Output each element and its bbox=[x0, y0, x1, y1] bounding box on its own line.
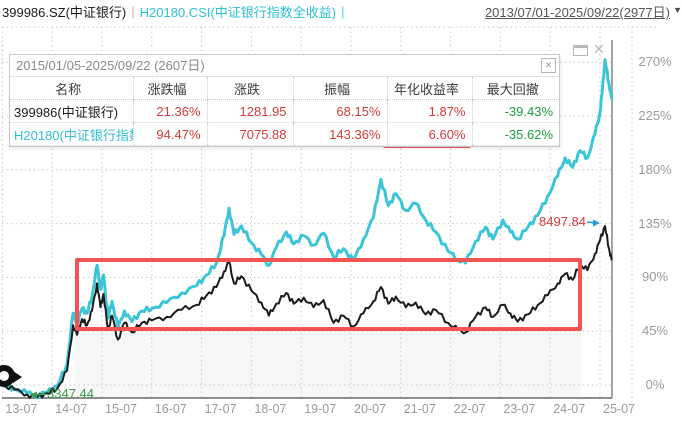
chevron-down-icon[interactable]: ▼ bbox=[673, 5, 682, 15]
chart-legend: 399986.SZ(中证银行) | H20180.CSI(中证银行指数全收益) … bbox=[2, 2, 350, 20]
stat-value: 7075.88 bbox=[206, 122, 293, 146]
stats-col-header: 振幅 bbox=[292, 77, 387, 100]
stats-col-header: 最大回撤 bbox=[471, 77, 559, 100]
x-tick-label: 17-07 bbox=[204, 402, 237, 416]
stat-value: 21.36% bbox=[132, 99, 207, 123]
stats-col-header: 涨跌 bbox=[206, 77, 293, 100]
x-tick-label: 19-07 bbox=[304, 402, 337, 416]
date-range-selector[interactable]: 2013/07/01-2025/09/22(2977日) bbox=[484, 5, 670, 20]
y-tick-label: 180% bbox=[638, 161, 672, 177]
close-icon[interactable]: ✕ bbox=[541, 58, 556, 73]
stat-value: 6.60% bbox=[386, 122, 472, 146]
max-callout-arrow bbox=[586, 219, 600, 227]
table-row: H20180(中证银行指数 94.47% 7075.88 143.36% 6.60% -3… bbox=[10, 122, 559, 146]
x-tick-label: 18-07 bbox=[254, 402, 287, 416]
x-tick-label: 20-07 bbox=[354, 402, 386, 416]
stat-value: 68.15% bbox=[292, 99, 387, 123]
x-tick-label: 23-07 bbox=[503, 402, 536, 416]
stat-value: -39.43% bbox=[471, 99, 559, 123]
y-tick-label: 90% bbox=[641, 269, 669, 285]
stats-col-header: 涨跌幅 bbox=[132, 77, 207, 100]
y-tick-label: 270% bbox=[638, 54, 672, 70]
legend-separator: | bbox=[341, 3, 345, 19]
x-tick-label: 13-07 bbox=[5, 402, 38, 416]
stats-col-header: 名称 bbox=[10, 77, 133, 100]
stats-date-range: 2015/01/05-2025/09/22 (2607日) bbox=[16, 58, 205, 73]
x-tick-label: 14-07 bbox=[55, 402, 88, 416]
stats-overlay-panel: 2015/01/05-2025/09/22 (2607日) ✕ 名称 涨跌幅 涨跌振… bbox=[9, 54, 560, 147]
row-name: 399986(中证银行) bbox=[10, 99, 133, 123]
stats-col-header: 年化收益率 bbox=[386, 77, 472, 100]
min-callout-arrow bbox=[30, 391, 47, 399]
x-tick-label: 24-07 bbox=[553, 402, 586, 416]
stat-value: 143.36% bbox=[292, 122, 387, 146]
x-tick-label: 25-07 bbox=[603, 402, 635, 416]
watermark-logo bbox=[0, 365, 22, 387]
max-value-label: 8497.84 bbox=[539, 214, 586, 229]
x-tick-label: 22-07 bbox=[453, 402, 486, 416]
row-name: H20180(中证银行指数 bbox=[10, 122, 133, 146]
legend-series2[interactable]: H20180.CSI(中证银行指数全收益) bbox=[139, 4, 337, 20]
stat-value: 1.87% bbox=[386, 99, 472, 123]
x-tick-label: 21-07 bbox=[403, 402, 436, 416]
stat-value: 94.47% bbox=[132, 122, 207, 146]
series-line-399986 bbox=[1, 225, 613, 399]
x-tick-label: 15-07 bbox=[105, 402, 137, 416]
stats-panel-title-row: 2015/01/05-2025/09/22 (2607日) ✕ bbox=[10, 55, 559, 77]
band-shading bbox=[75, 331, 581, 397]
close-icon[interactable]: ✕ bbox=[593, 41, 605, 57]
table-row: 399986(中证银行) 21.36% 1281.95 68.15% 1.87% -39.… bbox=[10, 99, 559, 123]
stats-table: 名称 涨跌幅 涨跌 振幅 年化收益率 最大回撤 399986(中证银行) 21.36% 128… bbox=[10, 77, 559, 146]
legend-separator: | bbox=[131, 3, 135, 19]
x-tick-label: 16-07 bbox=[154, 402, 187, 416]
stat-value: 1281.95 bbox=[206, 99, 293, 123]
maximize-icon[interactable] bbox=[573, 45, 588, 56]
y-tick-label: 225% bbox=[638, 108, 672, 123]
y-tick-label: 0% bbox=[645, 377, 665, 392]
series-line-h20180 bbox=[0, 58, 613, 399]
min-value-label: 3347.44 bbox=[47, 386, 94, 401]
stat-value: -35.62% bbox=[471, 122, 559, 146]
y-tick-label: 45% bbox=[641, 323, 669, 339]
legend-series1[interactable]: 399986.SZ(中证银行) bbox=[2, 4, 127, 20]
y-tick-label: 135% bbox=[638, 215, 672, 231]
